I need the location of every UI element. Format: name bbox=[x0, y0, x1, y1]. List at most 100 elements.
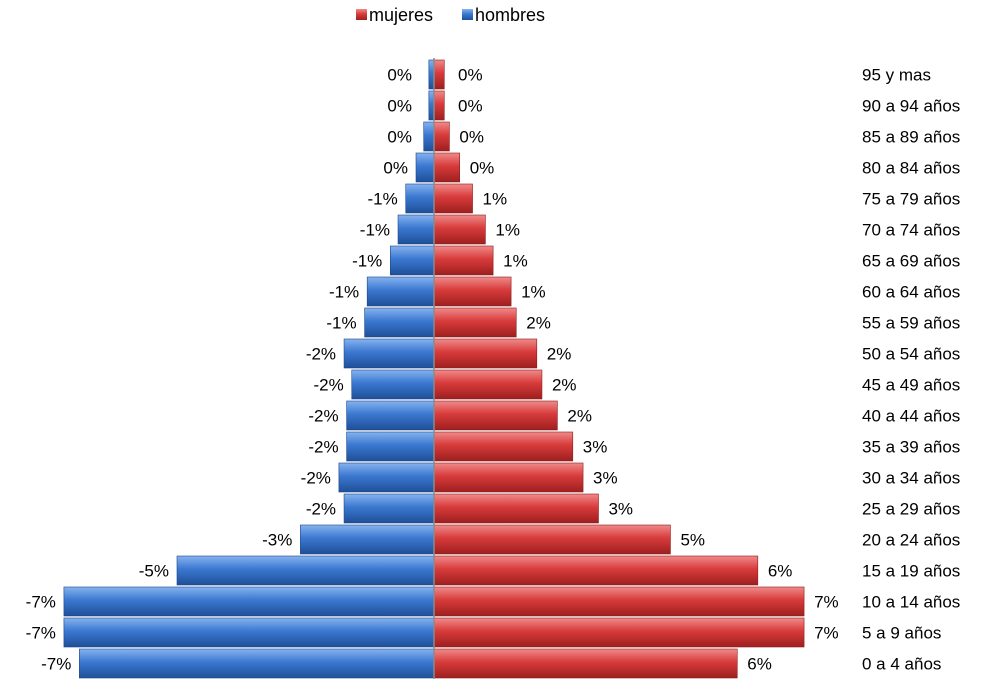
category-label-65-a-69-a-os: 65 a 69 años bbox=[862, 252, 960, 271]
category-label-85-a-89-a-os: 85 a 89 años bbox=[862, 128, 960, 147]
value-label-hombres-85-a-89-a-os: 0% bbox=[387, 128, 412, 147]
bar-hombres-20-a-24-a-os bbox=[300, 524, 435, 555]
bar-mujeres-75-a-79-a-os bbox=[433, 183, 473, 214]
bars-layer bbox=[63, 59, 805, 679]
value-label-hombres-20-a-24-a-os: -3% bbox=[262, 531, 292, 550]
bar-mujeres-55-a-59-a-os bbox=[433, 307, 517, 338]
bar-mujeres-5-a-9-a-os bbox=[433, 617, 805, 648]
category-label-50-a-54-a-os: 50 a 54 años bbox=[862, 345, 960, 364]
value-label-mujeres-5-a-9-a-os: 7% bbox=[814, 624, 839, 643]
bar-hombres-25-a-29-a-os bbox=[343, 493, 435, 524]
value-label-hombres-55-a-59-a-os: -1% bbox=[326, 314, 356, 333]
value-label-mujeres-75-a-79-a-os: 1% bbox=[483, 190, 508, 209]
value-label-hombres-25-a-29-a-os: -2% bbox=[306, 500, 336, 519]
category-label-75-a-79-a-os: 75 a 79 años bbox=[862, 190, 960, 209]
value-label-mujeres-0-a-4-a-os: 6% bbox=[747, 655, 772, 674]
value-label-mujeres-50-a-54-a-os: 2% bbox=[547, 345, 572, 364]
value-label-mujeres-40-a-44-a-os: 2% bbox=[567, 407, 592, 426]
value-label-hombres-40-a-44-a-os: -2% bbox=[308, 407, 338, 426]
value-label-hombres-0-a-4-a-os: -7% bbox=[41, 655, 71, 674]
category-label-90-a-94-a-os: 90 a 94 años bbox=[862, 97, 960, 116]
category-label-0-a-4-a-os: 0 a 4 años bbox=[862, 655, 941, 674]
category-label-40-a-44-a-os: 40 a 44 años bbox=[862, 407, 960, 426]
category-label-15-a-19-a-os: 15 a 19 años bbox=[862, 562, 960, 581]
bar-mujeres-0-a-4-a-os bbox=[433, 648, 738, 679]
category-label-30-a-34-a-os: 30 a 34 años bbox=[862, 469, 960, 488]
bar-hombres-75-a-79-a-os bbox=[405, 183, 435, 214]
bar-mujeres-60-a-64-a-os bbox=[433, 276, 512, 307]
bar-mujeres-50-a-54-a-os bbox=[433, 338, 538, 369]
value-label-hombres-10-a-14-a-os: -7% bbox=[26, 593, 56, 612]
bar-mujeres-70-a-74-a-os bbox=[433, 214, 486, 245]
legend-label-hombres: hombres bbox=[475, 5, 545, 25]
value-label-hombres-65-a-69-a-os: -1% bbox=[352, 252, 382, 271]
bar-hombres-15-a-19-a-os bbox=[176, 555, 435, 586]
value-label-hombres-75-a-79-a-os: -1% bbox=[367, 190, 397, 209]
bar-mujeres-35-a-39-a-os bbox=[433, 431, 574, 462]
bar-hombres-50-a-54-a-os bbox=[343, 338, 435, 369]
category-label-95-y-mas: 95 y mas bbox=[862, 66, 931, 85]
value-label-mujeres-70-a-74-a-os: 1% bbox=[495, 221, 520, 240]
legend-swatch-hombres bbox=[462, 9, 473, 20]
bar-hombres-60-a-64-a-os bbox=[366, 276, 435, 307]
category-label-25-a-29-a-os: 25 a 29 años bbox=[862, 500, 960, 519]
legend: mujeres hombres bbox=[356, 5, 545, 25]
bar-hombres-85-a-89-a-os bbox=[423, 121, 435, 152]
bar-hombres-35-a-39-a-os bbox=[346, 431, 435, 462]
value-label-mujeres-95-y-mas: 0% bbox=[458, 66, 483, 85]
bar-mujeres-90-a-94-a-os bbox=[433, 90, 445, 121]
bar-hombres-5-a-9-a-os bbox=[63, 617, 435, 648]
bar-hombres-40-a-44-a-os bbox=[346, 400, 435, 431]
value-label-hombres-60-a-64-a-os: -1% bbox=[329, 283, 359, 302]
value-label-hombres-5-a-9-a-os: -7% bbox=[26, 624, 56, 643]
value-label-mujeres-30-a-34-a-os: 3% bbox=[593, 469, 618, 488]
bar-mujeres-95-y-mas bbox=[433, 59, 445, 90]
value-label-mujeres-10-a-14-a-os: 7% bbox=[814, 593, 839, 612]
bar-mujeres-25-a-29-a-os bbox=[433, 493, 599, 524]
category-labels-layer: 95 y mas 90 a 94 años 85 a 89 años 80 a 84 … bbox=[862, 66, 960, 674]
value-label-mujeres-25-a-29-a-os: 3% bbox=[608, 500, 633, 519]
bar-hombres-0-a-4-a-os bbox=[79, 648, 435, 679]
value-label-hombres-35-a-39-a-os: -2% bbox=[308, 438, 338, 457]
bar-mujeres-15-a-19-a-os bbox=[433, 555, 759, 586]
bar-mujeres-30-a-34-a-os bbox=[433, 462, 584, 493]
value-label-hombres-50-a-54-a-os: -2% bbox=[306, 345, 336, 364]
value-label-hombres-95-y-mas: 0% bbox=[387, 66, 412, 85]
value-label-mujeres-15-a-19-a-os: 6% bbox=[768, 562, 793, 581]
category-label-20-a-24-a-os: 20 a 24 años bbox=[862, 531, 960, 550]
category-label-5-a-9-a-os: 5 a 9 años bbox=[862, 624, 941, 643]
value-label-hombres-70-a-74-a-os: -1% bbox=[360, 221, 390, 240]
bar-hombres-10-a-14-a-os bbox=[63, 586, 435, 617]
bar-hombres-95-y-mas bbox=[428, 59, 435, 90]
bar-hombres-70-a-74-a-os bbox=[397, 214, 435, 245]
bar-mujeres-10-a-14-a-os bbox=[433, 586, 805, 617]
value-label-hombres-90-a-94-a-os: 0% bbox=[387, 97, 412, 116]
value-label-mujeres-65-a-69-a-os: 1% bbox=[503, 252, 528, 271]
value-label-hombres-30-a-34-a-os: -2% bbox=[301, 469, 331, 488]
category-label-35-a-39-a-os: 35 a 39 años bbox=[862, 438, 960, 457]
category-label-10-a-14-a-os: 10 a 14 años bbox=[862, 593, 960, 612]
bar-mujeres-80-a-84-a-os bbox=[433, 152, 461, 183]
bar-hombres-90-a-94-a-os bbox=[428, 90, 435, 121]
legend-label-mujeres: mujeres bbox=[369, 5, 433, 25]
value-label-hombres-45-a-49-a-os: -2% bbox=[314, 376, 344, 395]
value-label-mujeres-20-a-24-a-os: 5% bbox=[680, 531, 705, 550]
category-label-70-a-74-a-os: 70 a 74 años bbox=[862, 221, 960, 240]
value-label-mujeres-35-a-39-a-os: 3% bbox=[583, 438, 608, 457]
value-label-hombres-80-a-84-a-os: 0% bbox=[383, 159, 408, 178]
value-label-mujeres-60-a-64-a-os: 1% bbox=[521, 283, 546, 302]
value-labels-layer: 0% 0% 0% 0% 0% 0% 0% 0% 1% -1% 1% -1% 1% -1% 1% -1% 2% -1… bbox=[26, 66, 839, 674]
bar-hombres-30-a-34-a-os bbox=[338, 462, 435, 493]
bar-hombres-55-a-59-a-os bbox=[364, 307, 435, 338]
value-label-hombres-15-a-19-a-os: -5% bbox=[139, 562, 169, 581]
category-label-55-a-59-a-os: 55 a 59 años bbox=[862, 314, 960, 333]
value-label-mujeres-55-a-59-a-os: 2% bbox=[526, 314, 551, 333]
bar-mujeres-40-a-44-a-os bbox=[433, 400, 558, 431]
category-label-45-a-49-a-os: 45 a 49 años bbox=[862, 376, 960, 395]
category-label-80-a-84-a-os: 80 a 84 años bbox=[862, 159, 960, 178]
bar-hombres-45-a-49-a-os bbox=[351, 369, 435, 400]
bar-mujeres-65-a-69-a-os bbox=[433, 245, 494, 276]
bar-hombres-65-a-69-a-os bbox=[390, 245, 435, 276]
value-label-mujeres-45-a-49-a-os: 2% bbox=[552, 376, 577, 395]
